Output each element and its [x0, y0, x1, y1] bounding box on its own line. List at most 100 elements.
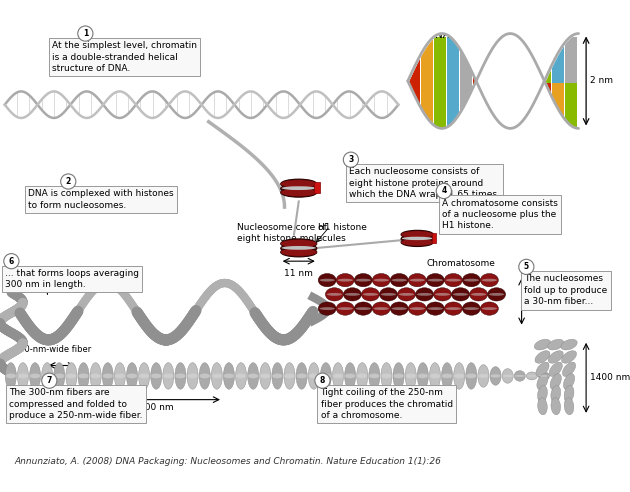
Ellipse shape [405, 363, 416, 389]
Ellipse shape [320, 363, 331, 389]
Ellipse shape [224, 363, 234, 389]
Ellipse shape [372, 274, 390, 287]
Ellipse shape [5, 363, 16, 389]
Ellipse shape [445, 307, 461, 310]
Ellipse shape [536, 362, 549, 376]
Ellipse shape [175, 373, 186, 378]
Bar [565, 37, 578, 83]
Ellipse shape [549, 362, 563, 376]
Ellipse shape [296, 363, 307, 389]
Text: ... that forms loops averaging
300 nm in length.: ... that forms loops averaging 300 nm in… [5, 269, 139, 289]
Text: Annunziato, A. (2008) DNA Packaging: Nucleosomes and Chromatin. Nature Education: Annunziato, A. (2008) DNA Packaging: Nuc… [14, 457, 441, 466]
Ellipse shape [452, 288, 469, 301]
Ellipse shape [78, 373, 89, 378]
Bar [461, 83, 472, 128]
Ellipse shape [374, 307, 389, 310]
Ellipse shape [408, 274, 427, 287]
Ellipse shape [401, 238, 433, 246]
Ellipse shape [318, 302, 336, 315]
Ellipse shape [563, 362, 576, 376]
Ellipse shape [354, 302, 372, 315]
Ellipse shape [418, 373, 428, 378]
Ellipse shape [392, 307, 407, 310]
Ellipse shape [466, 373, 476, 378]
Ellipse shape [325, 288, 343, 301]
Ellipse shape [345, 293, 360, 296]
Circle shape [77, 26, 93, 41]
Ellipse shape [526, 372, 537, 380]
Text: 2: 2 [66, 177, 71, 186]
Ellipse shape [211, 363, 222, 389]
Ellipse shape [490, 374, 501, 377]
Ellipse shape [102, 363, 113, 389]
Bar [421, 83, 433, 128]
Ellipse shape [308, 363, 319, 389]
Ellipse shape [163, 373, 173, 378]
Ellipse shape [363, 293, 378, 296]
Ellipse shape [343, 288, 362, 301]
Ellipse shape [282, 246, 316, 250]
Ellipse shape [551, 386, 561, 402]
Ellipse shape [401, 231, 433, 238]
Ellipse shape [151, 363, 162, 389]
Ellipse shape [151, 373, 161, 378]
Ellipse shape [260, 363, 271, 389]
Ellipse shape [469, 288, 488, 301]
Ellipse shape [478, 374, 489, 378]
Ellipse shape [18, 363, 28, 389]
Ellipse shape [338, 307, 353, 310]
Ellipse shape [127, 373, 137, 378]
Bar [432, 233, 436, 243]
Ellipse shape [379, 288, 398, 301]
Text: 700 nm: 700 nm [139, 403, 174, 412]
Ellipse shape [564, 398, 574, 415]
Ellipse shape [480, 274, 498, 287]
Ellipse shape [284, 363, 295, 389]
Bar [421, 37, 433, 83]
Ellipse shape [224, 373, 234, 378]
Ellipse shape [515, 375, 525, 377]
Ellipse shape [319, 307, 335, 310]
Text: The nucleosomes
fold up to produce
a 30-nm fiber...: The nucleosomes fold up to produce a 30-… [524, 275, 608, 307]
Text: Nucleosome core of
eight histone molecules: Nucleosome core of eight histone molecul… [237, 223, 346, 244]
Ellipse shape [42, 373, 52, 378]
Ellipse shape [345, 373, 355, 378]
Bar [474, 37, 486, 83]
Ellipse shape [281, 180, 317, 187]
Ellipse shape [248, 363, 259, 389]
Ellipse shape [444, 302, 462, 315]
Ellipse shape [281, 188, 317, 196]
Ellipse shape [372, 302, 390, 315]
Ellipse shape [248, 373, 258, 378]
Ellipse shape [338, 279, 353, 281]
Ellipse shape [54, 363, 65, 389]
Ellipse shape [103, 373, 113, 378]
Bar [474, 83, 486, 128]
Ellipse shape [535, 351, 550, 363]
Ellipse shape [503, 374, 513, 377]
Bar [513, 37, 525, 83]
Ellipse shape [336, 274, 354, 287]
Ellipse shape [321, 373, 331, 378]
Ellipse shape [430, 363, 440, 389]
Ellipse shape [547, 339, 564, 350]
Ellipse shape [139, 363, 150, 389]
Text: A chromatosome consists
of a nucleosome plus the
H1 histone.: A chromatosome consists of a nucleosome … [442, 199, 558, 230]
Ellipse shape [401, 235, 433, 243]
Text: 30 nm: 30 nm [525, 297, 554, 306]
Text: H1 histone: H1 histone [318, 223, 367, 232]
Ellipse shape [416, 288, 433, 301]
Circle shape [436, 184, 452, 199]
Ellipse shape [139, 373, 149, 378]
Ellipse shape [336, 302, 354, 315]
Text: 8: 8 [320, 376, 325, 385]
Bar [486, 83, 499, 128]
Ellipse shape [6, 373, 16, 378]
Ellipse shape [188, 373, 198, 378]
Ellipse shape [297, 373, 307, 378]
Bar [314, 182, 319, 193]
Ellipse shape [561, 351, 576, 363]
Ellipse shape [390, 274, 408, 287]
Ellipse shape [488, 288, 506, 301]
Ellipse shape [91, 373, 101, 378]
